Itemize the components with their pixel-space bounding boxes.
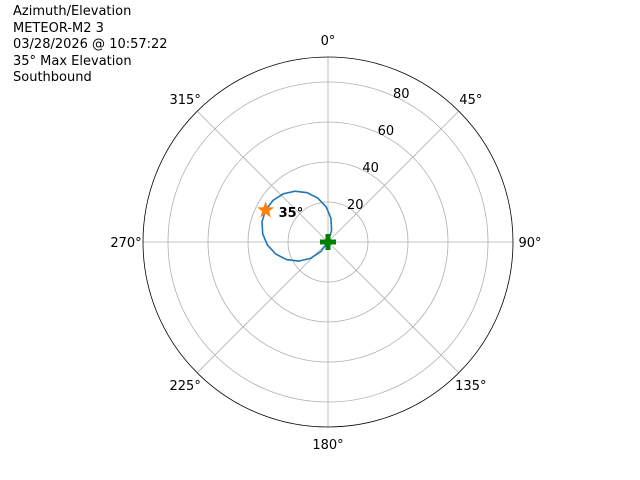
r-tick-label: 60 <box>378 124 395 139</box>
info-title: Azimuth/Elevation <box>13 4 132 19</box>
r-gridline <box>287 201 369 283</box>
info-satellite: METEOR-M2 3 <box>13 20 104 36</box>
theta-tick-label: 90° <box>518 236 541 251</box>
max-elevation-label: 35° <box>279 206 304 221</box>
theta-tick-label: 135° <box>455 379 486 394</box>
theta-tick-label: 45° <box>459 93 482 108</box>
max-elevation-star-marker <box>257 201 275 218</box>
theta-tick-label: 270° <box>110 236 141 251</box>
start-end-plus-marker <box>320 234 336 250</box>
r-gridline <box>247 161 409 323</box>
info-datetime: 03/28/2026 @ 10:57:22 <box>13 37 168 52</box>
r-gridline <box>207 121 449 363</box>
pass-track-line <box>261 190 333 262</box>
r-tick-label: 80 <box>393 87 410 102</box>
theta-gridline <box>196 110 329 243</box>
theta-tick-label: 180° <box>312 438 343 453</box>
r-tick-label: 40 <box>362 161 379 176</box>
theta-tick-label: 0° <box>321 34 336 49</box>
info-max-elevation: 35° Max Elevation <box>13 53 132 69</box>
theta-gridline <box>327 241 460 374</box>
theta-tick-label: 315° <box>170 93 201 108</box>
theta-tick-label: 225° <box>170 379 201 394</box>
polar-frame <box>142 56 514 428</box>
chart-info-text: Azimuth/Elevation METEOR-M2 3 03/28/2026… <box>13 4 168 87</box>
r-gridline <box>167 81 489 403</box>
theta-gridline <box>327 110 460 243</box>
info-direction: Southbound <box>13 70 92 85</box>
theta-gridline <box>196 241 329 374</box>
r-tick-label: 20 <box>347 198 364 213</box>
